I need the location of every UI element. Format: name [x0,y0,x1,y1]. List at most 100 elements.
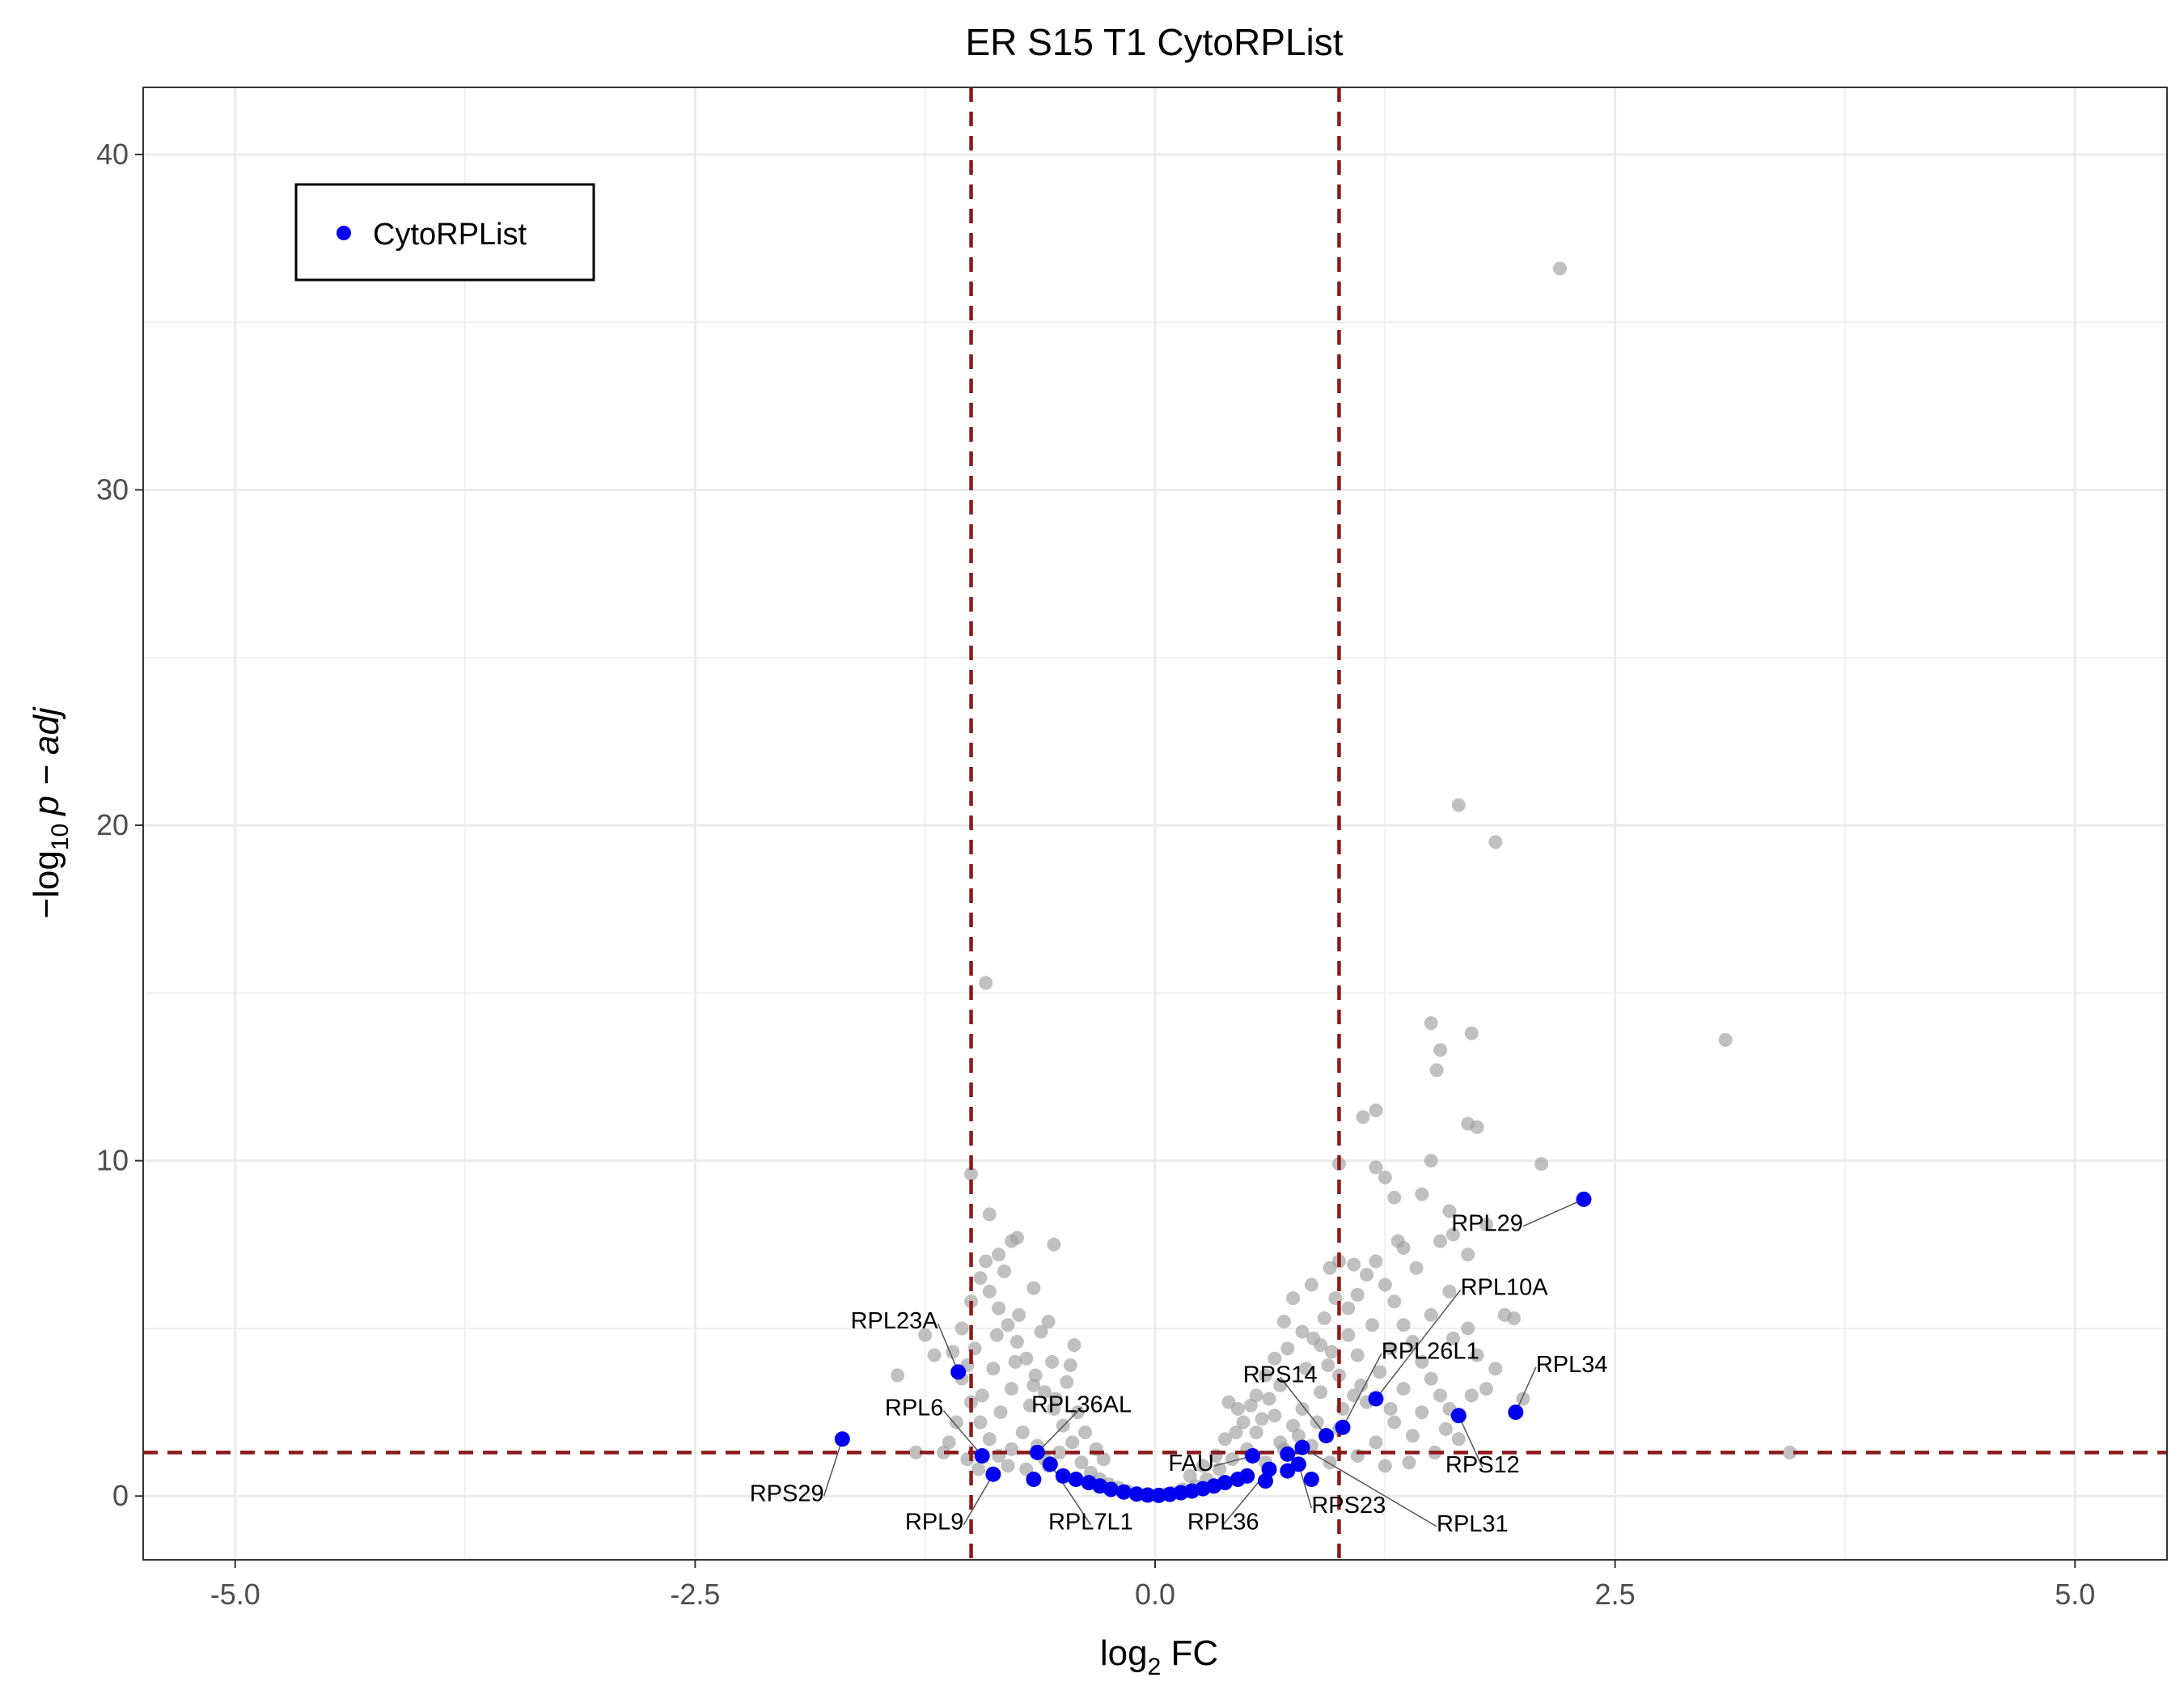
background-point [975,1388,989,1403]
background-point [1479,1217,1493,1231]
background-point [1718,1032,1733,1047]
background-point [1433,1043,1448,1057]
background-point [1507,1311,1522,1326]
background-point [1041,1315,1056,1329]
background-point [942,1435,956,1450]
background-point [1516,1392,1530,1406]
x-tick-label: 0.0 [1135,1578,1175,1611]
cytorplist-point [1162,1486,1178,1502]
background-point [1347,1257,1361,1272]
cytorplist-point [1294,1439,1310,1455]
gene-label: FAU [1168,1451,1213,1476]
background-point [1552,261,1567,276]
label-segment [942,1410,983,1456]
background-point [1280,1341,1295,1356]
background-point [1470,1348,1484,1362]
background-point [1286,1291,1301,1306]
background-point [1534,1157,1549,1171]
label-segment [1280,1376,1327,1437]
label-segment [1375,1290,1462,1400]
background-point [1276,1315,1291,1329]
background-point [946,1345,960,1359]
y-tick-label: 40 [96,138,129,171]
background-point [891,1368,905,1383]
background-point [927,1348,942,1362]
background-point [1243,1398,1258,1413]
background-point [1442,1284,1457,1298]
background-point [1479,1382,1493,1396]
background-point [1314,1385,1328,1400]
cytorplist-point [1280,1446,1296,1462]
legend: CytoRPList [294,183,595,282]
background-point [1429,1063,1444,1078]
background-point [1350,1287,1365,1302]
background-point [1019,1351,1034,1366]
background-point [1409,1260,1424,1275]
label-segment [963,1473,994,1526]
background-point [993,1405,1008,1420]
gene-label: RPS29 [750,1481,824,1506]
background-point [1369,1160,1383,1175]
background-point [1378,1170,1392,1184]
cytorplist-point [1029,1444,1045,1460]
background-point [1255,1412,1269,1426]
background-point [1295,1401,1310,1416]
background-point [1350,1348,1365,1362]
cytorplist-point [1151,1487,1167,1503]
background-point [1304,1277,1318,1292]
label-segment [1515,1366,1537,1413]
background-point [1424,1307,1438,1322]
background-point [992,1301,1006,1315]
background-point [979,1254,993,1269]
background-point [1306,1331,1321,1345]
background-point [1022,1398,1037,1413]
background-point [1424,1016,1438,1031]
y-tick-label: 0 [112,1479,129,1512]
background-point [1070,1405,1085,1420]
background-point [1249,1388,1263,1403]
background-point [954,1321,969,1336]
background-point [1415,1354,1429,1369]
grid-major [143,87,2167,1560]
gene-label: RPL10A [1461,1274,1549,1300]
background-point [964,1167,979,1181]
background-point [1488,1362,1503,1376]
background-point [982,1432,997,1447]
cytorplist-point [1068,1472,1084,1488]
background-point [1048,1392,1063,1406]
label-segment [1036,1407,1082,1453]
background-point [973,1415,988,1430]
chart-title: ER S15 T1 CytoRPList [965,21,1343,63]
label-segment [1342,1353,1382,1428]
background-point [1470,1120,1484,1134]
background-point [971,1462,986,1476]
background-point [1268,1409,1282,1423]
background-point [1236,1415,1251,1430]
background-point [1047,1237,1061,1252]
background-point [1063,1358,1077,1373]
background-point [1001,1459,1015,1473]
background-point [1387,1415,1402,1430]
background-point [1415,1405,1429,1420]
y-tick-label: 10 [96,1144,129,1177]
background-point [1291,1429,1306,1443]
background-point [1360,1268,1374,1282]
background-point [1217,1432,1232,1447]
background-point [997,1264,1011,1278]
x-axis-title-tail: FC [1161,1633,1218,1673]
background-point [1012,1307,1026,1322]
cytorplist-point [1042,1456,1058,1472]
background-point [1424,1371,1438,1386]
background-point [949,1415,963,1430]
background-point [1378,1277,1392,1292]
gene-label: RPS14 [1243,1362,1318,1387]
background-point [1074,1455,1089,1470]
cytorplist-point [1335,1419,1351,1435]
background-point [1396,1382,1411,1396]
background-point [1445,1227,1460,1242]
x-tick-label: -2.5 [670,1578,720,1611]
background-point [1196,1459,1210,1473]
background-point [1372,1365,1386,1379]
background-point [1402,1455,1416,1470]
